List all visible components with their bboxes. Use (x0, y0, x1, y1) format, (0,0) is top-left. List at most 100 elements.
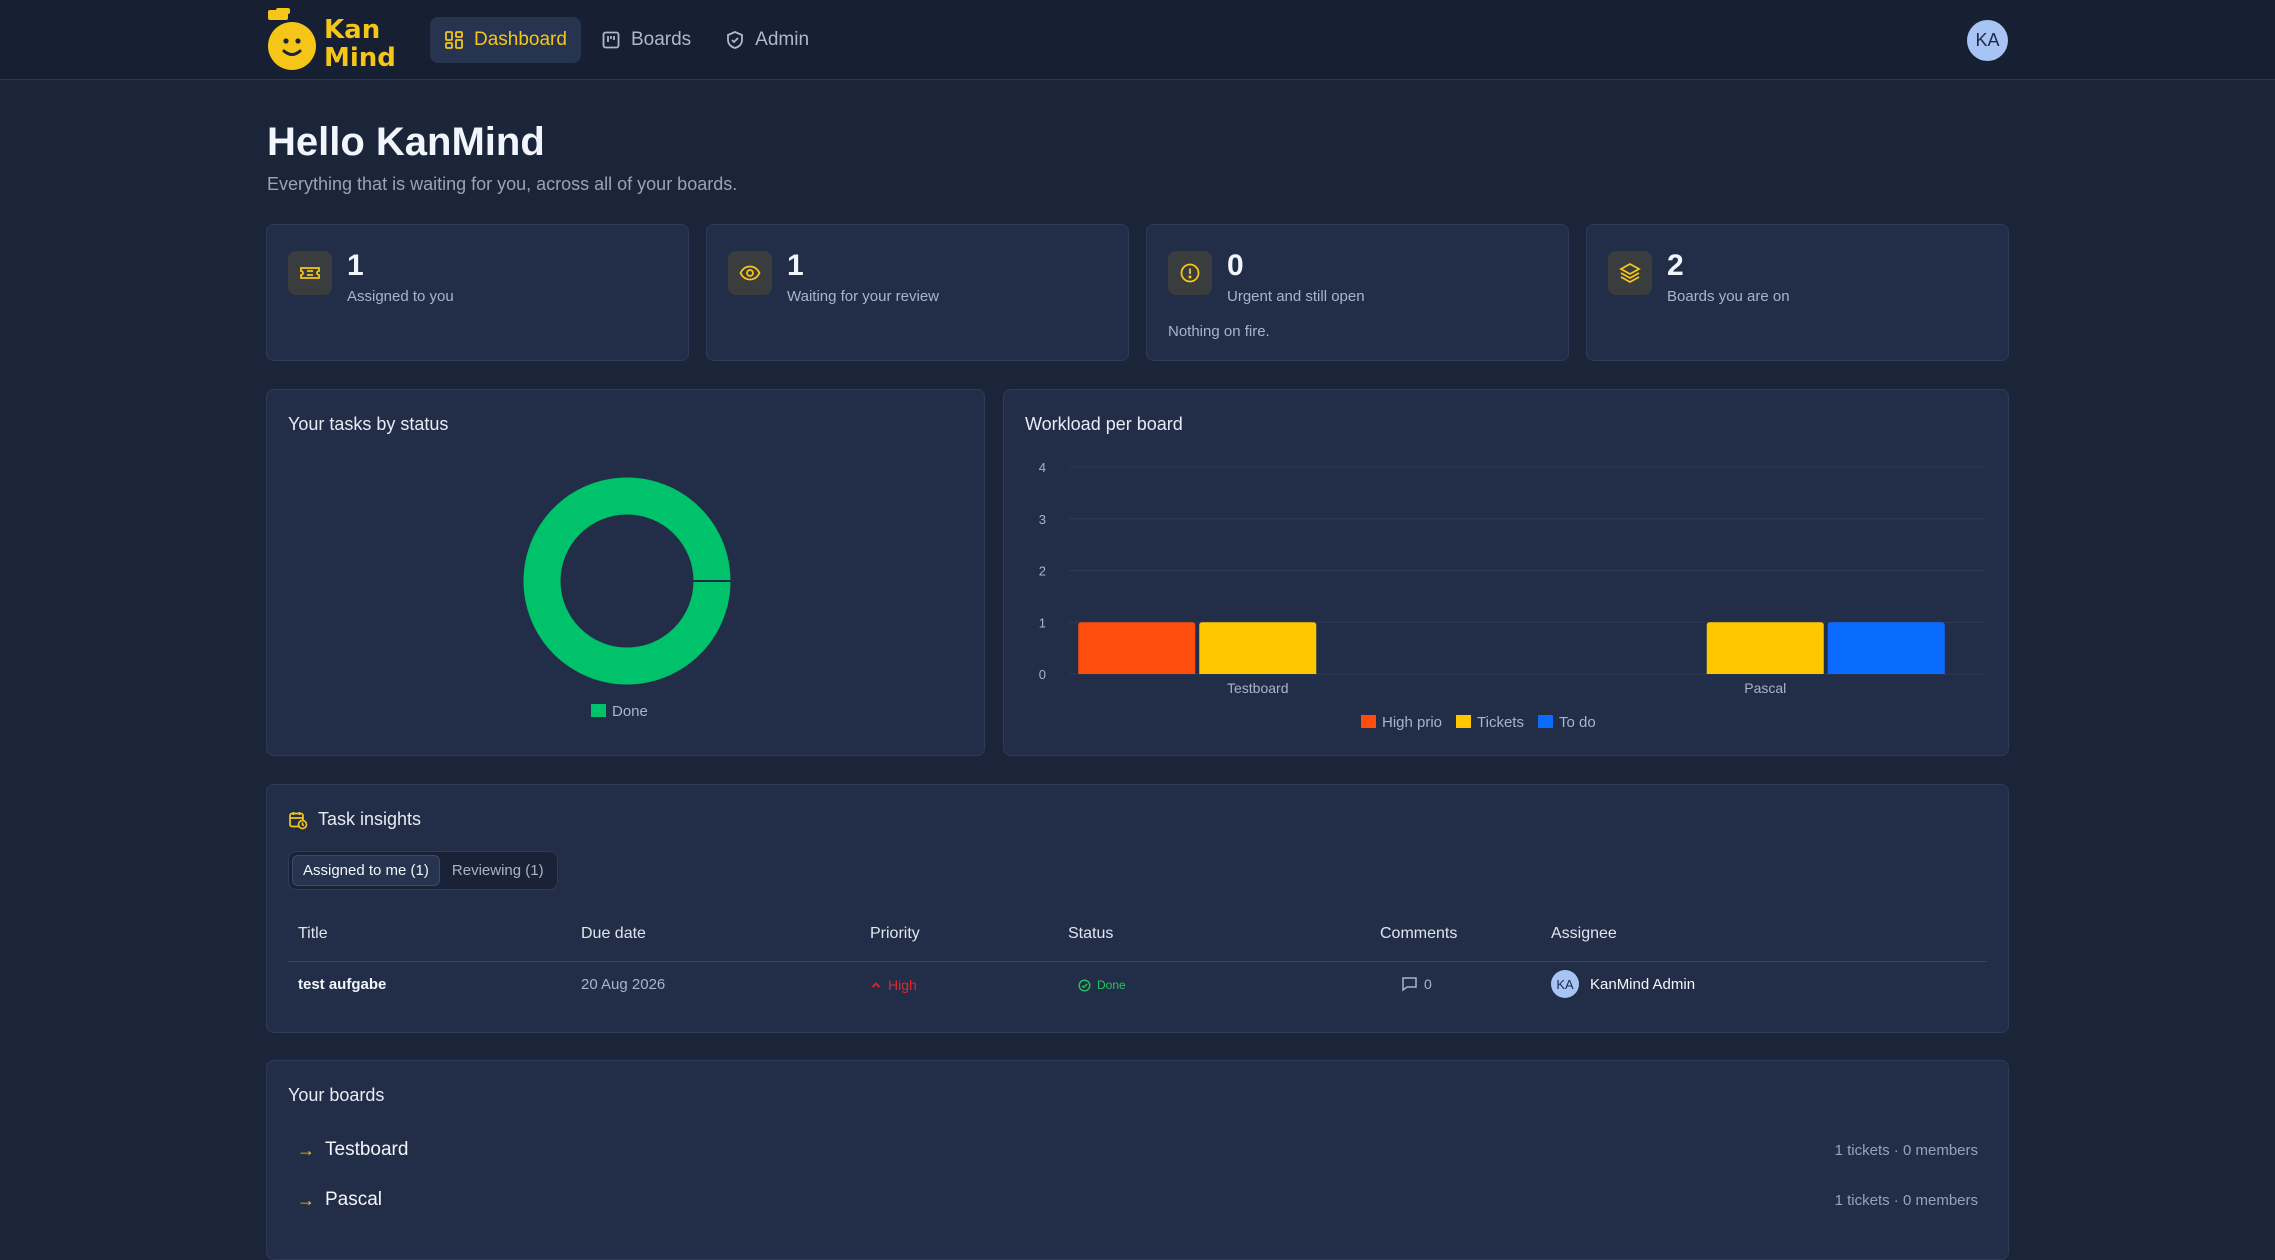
board-meta: 1 tickets · 0 members (1834, 1141, 1978, 1159)
status-donut-chart (523, 477, 731, 685)
main-nav: Dashboard Boards Admin (430, 17, 823, 63)
insights-tabs: Assigned to me (1) Reviewing (1) (288, 851, 558, 890)
nav-admin-label: Admin (755, 29, 810, 50)
col-header-title[interactable]: Title (298, 925, 328, 942)
bar-high-prio-testboard[interactable] (1078, 622, 1196, 674)
tab-assigned-to-me[interactable]: Assigned to me (1) (292, 855, 440, 886)
user-avatar[interactable]: KA (1967, 20, 2008, 61)
task-status: Done (1078, 978, 1126, 992)
y-tick-label: 2 (1039, 564, 1046, 579)
card-title: Workload per board (1025, 414, 1183, 434)
y-tick-label: 4 (1039, 460, 1046, 475)
col-header-priority[interactable]: Priority (870, 925, 920, 942)
check-circle-icon (1078, 978, 1091, 992)
board-icon (602, 31, 620, 49)
nav-dashboard[interactable]: Dashboard (430, 17, 581, 63)
stat-card-assigned[interactable]: 1 Assigned to you (266, 224, 689, 361)
task-assignee: KA KanMind Admin (1551, 970, 1695, 998)
legend-label: High prio (1382, 714, 1443, 731)
legend-label: Tickets (1477, 714, 1524, 731)
page-title: Hello KanMind (267, 120, 545, 164)
stat-label: Waiting for your review (787, 288, 939, 305)
nav-boards[interactable]: Boards (587, 17, 705, 63)
legend-swatch (1456, 715, 1472, 728)
nav-admin[interactable]: Admin (711, 17, 823, 63)
workload-card: Workload per board 0 1 2 3 4 Testboard Pascal … (1003, 389, 2009, 756)
stat-card-review[interactable]: 1 Waiting for your review (706, 224, 1129, 361)
col-header-due-date[interactable]: Due date (581, 925, 646, 942)
col-header-status[interactable]: Status (1068, 925, 1114, 942)
tab-reviewing[interactable]: Reviewing (1) (451, 862, 544, 879)
comments-count: 0 (1424, 975, 1432, 992)
task-title[interactable]: test aufgabe (298, 976, 387, 993)
comment-icon (1402, 977, 1417, 992)
eye-icon (728, 251, 772, 295)
y-tick-label: 0 (1039, 667, 1046, 682)
stat-label: Urgent and still open (1227, 288, 1365, 305)
nav-boards-label: Boards (630, 29, 692, 50)
legend-label: To do (1558, 714, 1596, 731)
legend-item-high-prio[interactable]: High prio (1361, 714, 1442, 731)
stat-value: 1 (787, 249, 804, 282)
task-due-date: 20 Aug 2026 (581, 976, 666, 993)
legend-label: Done (612, 703, 648, 720)
legend-item-tickets[interactable]: Tickets (1456, 714, 1524, 731)
y-tick-label: 3 (1039, 512, 1046, 527)
insights-header: Task insights (288, 809, 421, 830)
alert-circle-icon (1168, 251, 1212, 295)
stat-note: Nothing on fire. (1168, 323, 1270, 340)
arrow-right-icon: → (297, 1189, 315, 1210)
col-header-comments[interactable]: Comments (1380, 925, 1458, 942)
top-navbar: Kan Mind Dashboard Boards Admin KA (0, 0, 2275, 80)
task-comments[interactable]: 0 (1401, 975, 1432, 992)
board-link-pascal[interactable]: → Pascal 1 tickets · 0 members (297, 1185, 1978, 1215)
stat-value: 0 (1227, 249, 1244, 282)
stat-value: 2 (1667, 249, 1684, 282)
table-divider (288, 961, 1987, 962)
assignee-avatar: KA (1551, 970, 1579, 998)
bar-tickets-pascal[interactable] (1706, 622, 1824, 674)
legend-item-done[interactable]: Done (591, 703, 648, 720)
board-link-testboard[interactable]: → Testboard 1 tickets · 0 members (297, 1135, 1978, 1165)
bar-tickets-testboard[interactable] (1199, 622, 1317, 674)
kanmind-logo[interactable]: Kan Mind (266, 8, 400, 72)
stat-card-boards[interactable]: 2 Boards you are on (1586, 224, 2009, 361)
assignee-name: KanMind Admin (1590, 975, 1696, 993)
dashboard-grid-icon (445, 31, 463, 49)
tasks-by-status-card: Your tasks by status Done (266, 389, 985, 756)
chevron-up-icon (871, 982, 881, 988)
donut-slice-done[interactable] (523, 477, 731, 685)
shield-icon (727, 31, 744, 49)
stat-value: 1 (347, 249, 364, 282)
status-label: Done (1097, 978, 1126, 992)
calendar-clock-icon (289, 811, 308, 829)
logo-text-line2: Mind (324, 43, 396, 72)
layers-icon (1608, 251, 1652, 295)
board-name[interactable]: Pascal (325, 1189, 383, 1210)
col-header-assignee[interactable]: Assignee (1551, 925, 1617, 942)
legend-swatch (1361, 715, 1376, 728)
priority-label: High (888, 977, 917, 993)
logo-text-line1: Kan (324, 15, 380, 45)
stat-card-urgent[interactable]: 0 Urgent and still open Nothing on fire. (1146, 224, 1569, 361)
legend-swatch (1537, 715, 1553, 728)
workload-bar-chart: 0 1 2 3 4 Testboard Pascal (1039, 460, 1984, 696)
board-meta: 1 tickets · 0 members (1834, 1191, 1978, 1209)
insights-title: Task insights (318, 809, 422, 829)
legend-item-to-do[interactable]: To do (1537, 714, 1596, 731)
card-title: Your tasks by status (288, 414, 449, 434)
stat-label: Assigned to you (347, 288, 454, 305)
card-title: Your boards (288, 1085, 385, 1105)
legend-swatch (591, 704, 606, 717)
x-tick-label: Pascal (1744, 680, 1786, 696)
workload-legend: High prio Tickets To do (1361, 714, 1596, 731)
your-boards-card: Your boards → Testboard 1 tickets · 0 me… (266, 1060, 2009, 1260)
task-insights-card: Task insights Assigned to me (1) Reviewi… (266, 784, 2009, 1033)
x-tick-label: Testboard (1227, 680, 1288, 696)
bar-to-do-pascal[interactable] (1827, 622, 1945, 674)
y-tick-label: 1 (1039, 615, 1046, 630)
arrow-right-icon: → (297, 1139, 315, 1160)
status-legend: Done (591, 703, 648, 720)
board-name[interactable]: Testboard (325, 1139, 409, 1160)
nav-dashboard-label: Dashboard (474, 29, 567, 50)
